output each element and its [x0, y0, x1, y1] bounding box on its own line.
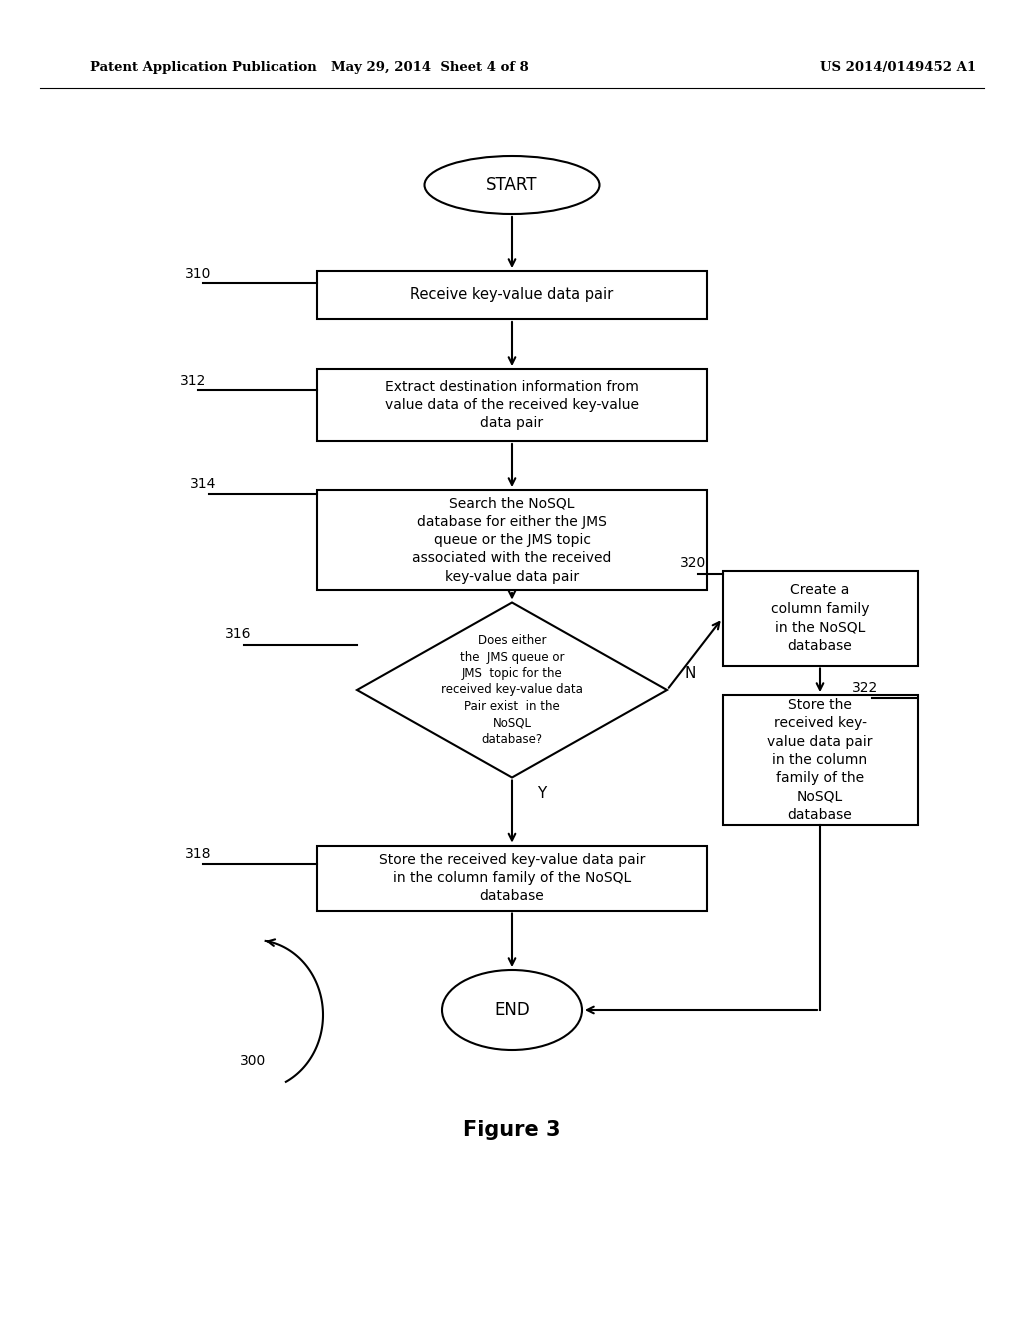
Text: Y: Y [537, 785, 546, 800]
Text: Figure 3: Figure 3 [463, 1119, 561, 1140]
Text: Store the received key-value data pair
in the column family of the NoSQL
databas: Store the received key-value data pair i… [379, 853, 645, 903]
Text: 310: 310 [185, 267, 211, 281]
Text: Does either
the  JMS queue or
JMS  topic for the
received key-value data
Pair ex: Does either the JMS queue or JMS topic f… [441, 634, 583, 746]
Text: N: N [685, 667, 696, 681]
Text: Search the NoSQL
database for either the JMS
queue or the JMS topic
associated w: Search the NoSQL database for either the… [413, 496, 611, 583]
Text: 322: 322 [852, 681, 879, 696]
Text: 314: 314 [190, 477, 216, 491]
Text: Extract destination information from
value data of the received key-value
data p: Extract destination information from val… [385, 380, 639, 430]
Bar [317, 271, 707, 319]
Text: Receive key-value data pair: Receive key-value data pair [411, 288, 613, 302]
Bar [317, 490, 707, 590]
Text: 312: 312 [180, 374, 207, 388]
Text: Patent Application Publication: Patent Application Publication [90, 62, 316, 74]
Bar [723, 570, 918, 665]
Text: END: END [495, 1001, 529, 1019]
Text: START: START [486, 176, 538, 194]
Text: Create a
column family
in the NoSQL
database: Create a column family in the NoSQL data… [771, 583, 869, 652]
Text: 318: 318 [185, 847, 212, 861]
Text: Store the
received key-
value data pair
in the column
family of the
NoSQL
databa: Store the received key- value data pair … [767, 698, 872, 822]
Text: 316: 316 [225, 627, 252, 642]
Text: US 2014/0149452 A1: US 2014/0149452 A1 [820, 62, 976, 74]
Text: May 29, 2014  Sheet 4 of 8: May 29, 2014 Sheet 4 of 8 [331, 62, 528, 74]
Bar [723, 696, 918, 825]
Bar [317, 370, 707, 441]
Text: 300: 300 [240, 1053, 266, 1068]
Text: 320: 320 [680, 556, 707, 570]
Bar [317, 846, 707, 911]
